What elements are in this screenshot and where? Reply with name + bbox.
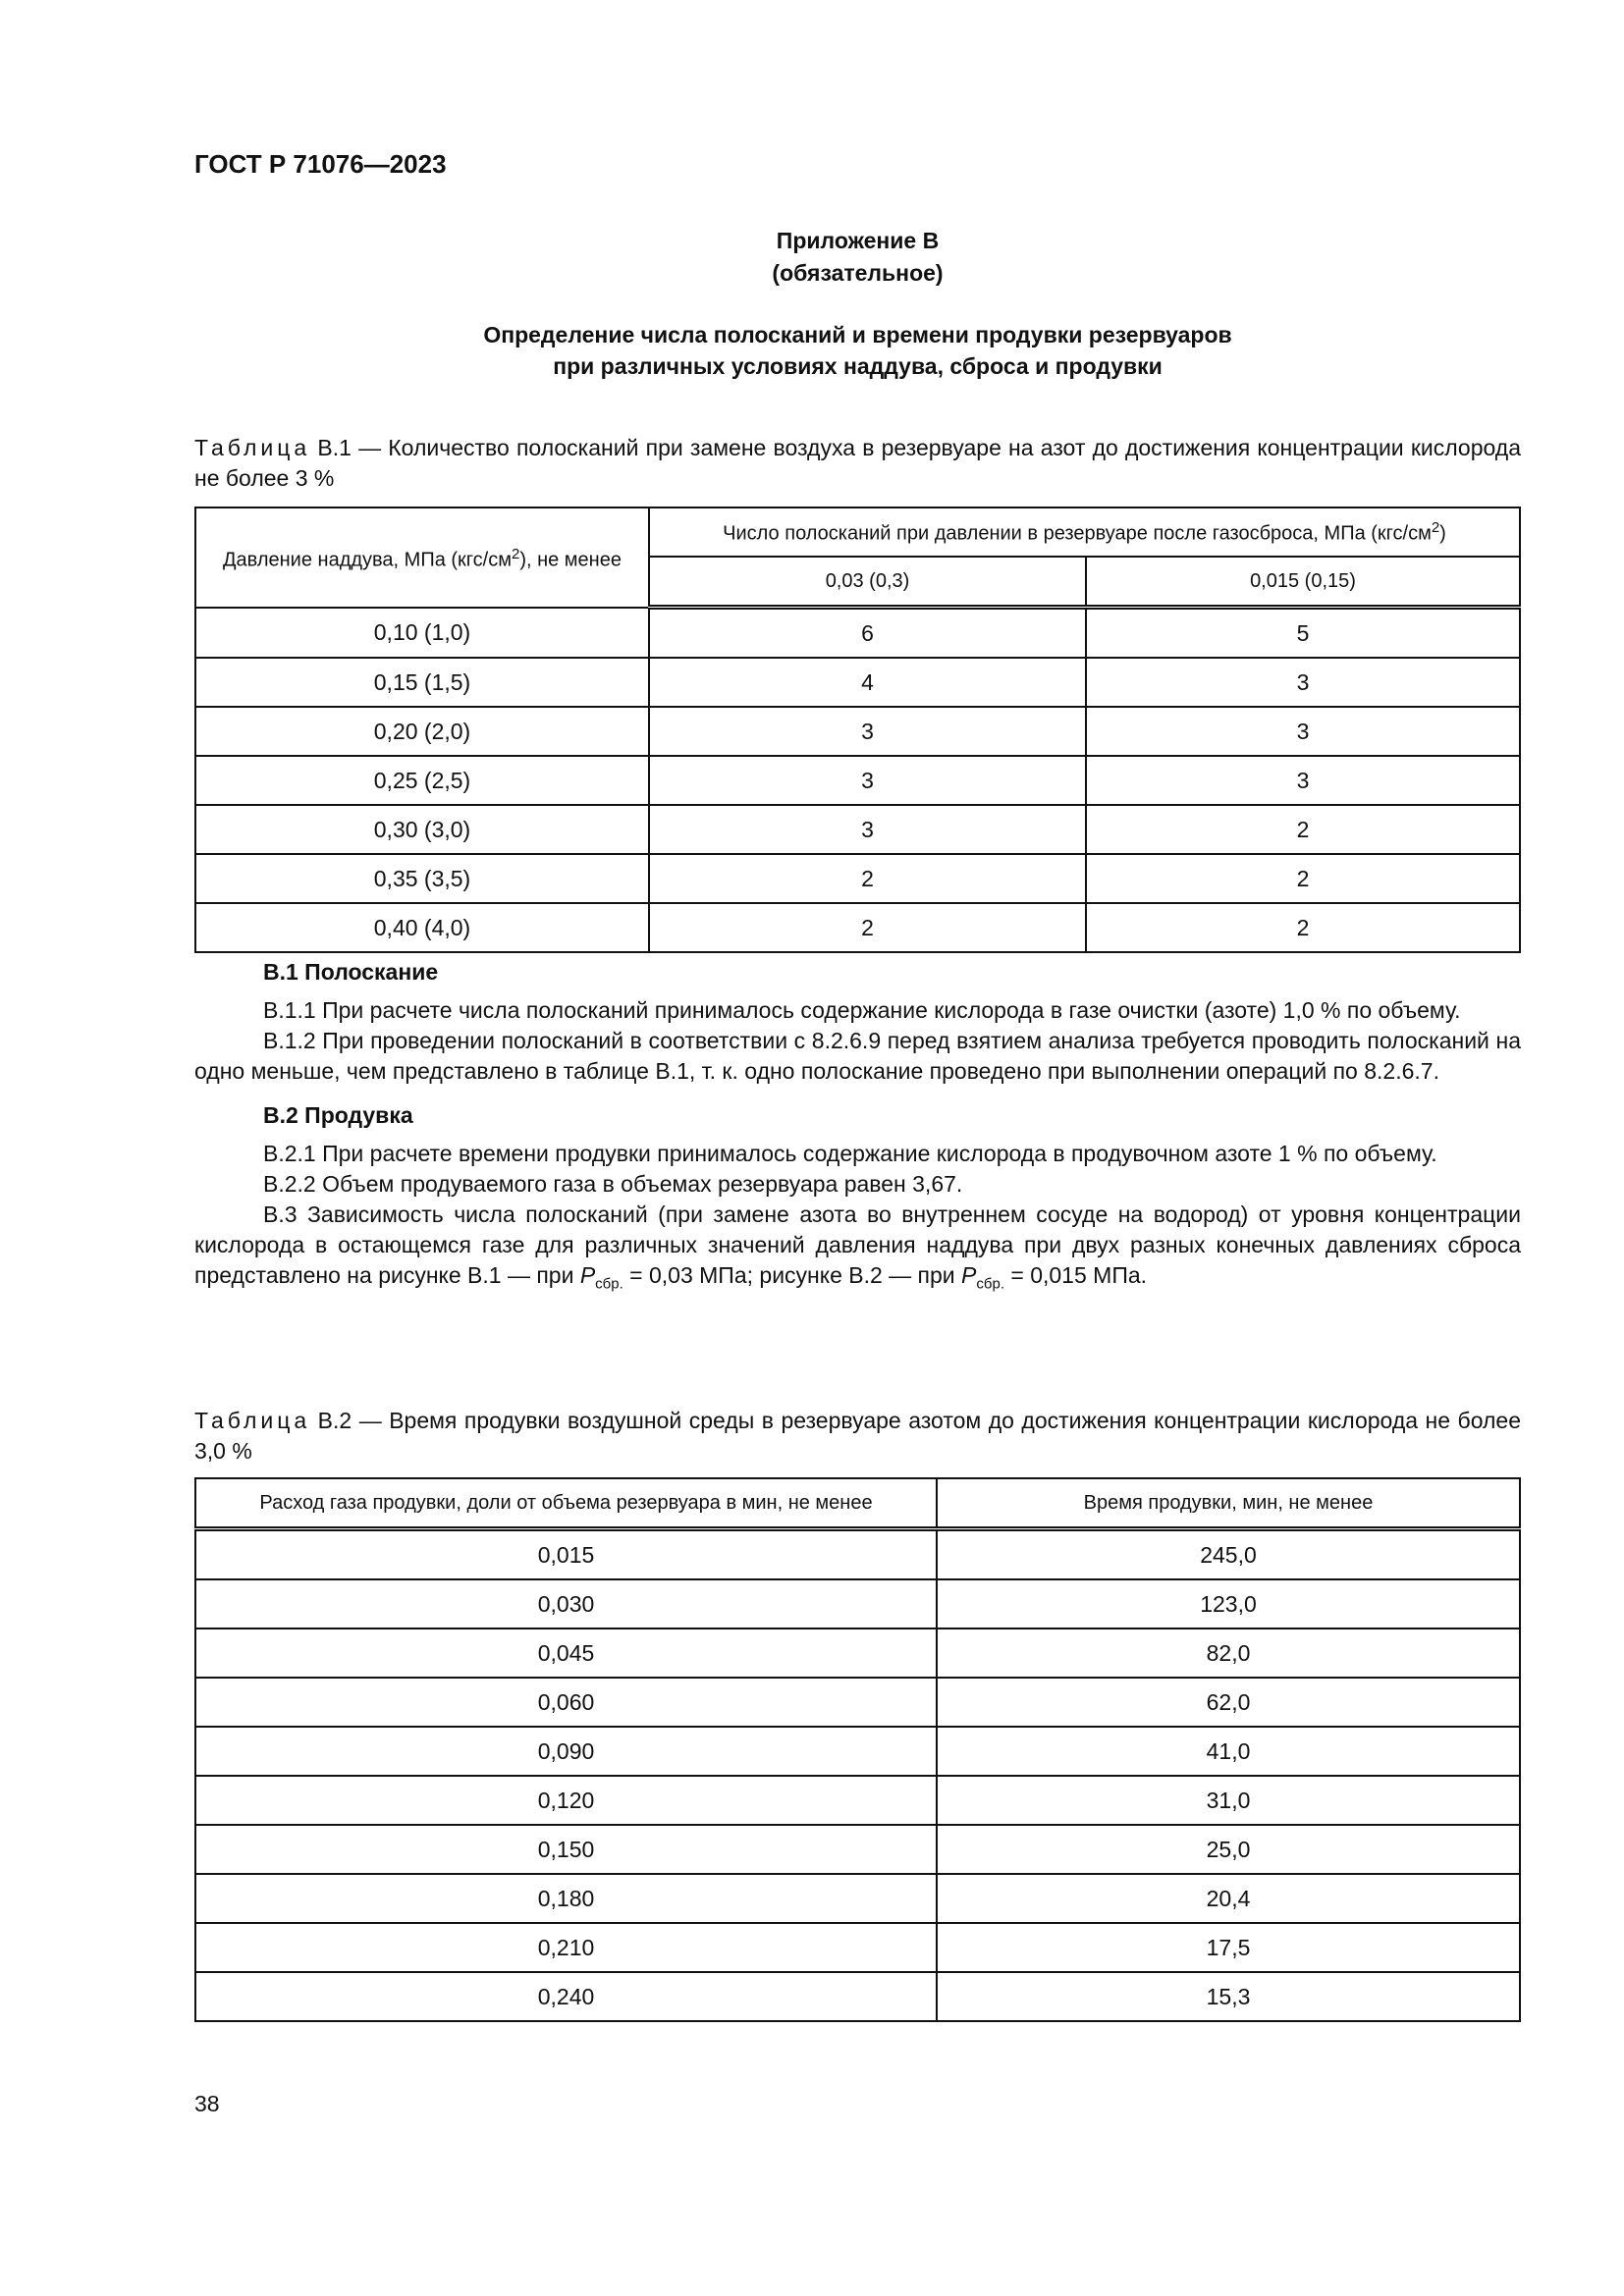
table-cell: 3 xyxy=(1085,706,1521,757)
table-row: 0,30 (3,0) 3 2 xyxy=(194,804,1521,855)
table-row: 0,20 (2,0) 3 3 xyxy=(194,706,1521,757)
table-cell: 3 xyxy=(1085,755,1521,806)
table-cell: 0,30 (3,0) xyxy=(194,804,650,855)
table-cell: 25,0 xyxy=(936,1824,1521,1875)
section-b2-heading: В.2 Продувка xyxy=(263,1102,413,1128)
table-cell: 5 xyxy=(1085,606,1521,659)
table-b1: Давление наддува, МПа (кгс/см2), не мене… xyxy=(194,507,1521,953)
paragraph-b3: В.3 Зависимость числа полосканий (при за… xyxy=(194,1201,1521,1293)
table-row: 0,030 123,0 xyxy=(194,1578,1521,1629)
table-cell: 3 xyxy=(648,804,1087,855)
table-label: Таблица xyxy=(194,435,311,460)
table-row: 0,015 245,0 xyxy=(194,1527,1521,1580)
table-cell: 20,4 xyxy=(936,1873,1521,1924)
group-header: Число полосканий при давлении в резервуа… xyxy=(648,507,1521,558)
col-header-pressure: Давление наддува, МПа (кгс/см2), не мене… xyxy=(194,507,650,609)
table-row: 0,15 (1,5) 4 3 xyxy=(194,657,1521,708)
table-cell: 2 xyxy=(648,902,1087,953)
table-cell: 0,35 (3,5) xyxy=(194,853,650,904)
table-row: 0,045 82,0 xyxy=(194,1628,1521,1679)
table2-caption: Таблица В.2 — Время продувки воздушной с… xyxy=(194,1406,1521,1467)
table-cell: 17,5 xyxy=(936,1922,1521,1973)
table-cell: 123,0 xyxy=(936,1578,1521,1629)
sub-header: 0,015 (0,15) xyxy=(1085,556,1521,610)
table-row: 0,120 31,0 xyxy=(194,1775,1521,1826)
table-cell: 3 xyxy=(1085,657,1521,708)
table-cell: 0,180 xyxy=(194,1873,938,1924)
table-cell: 245,0 xyxy=(936,1527,1521,1580)
table-row: 0,25 (2,5) 3 3 xyxy=(194,755,1521,806)
table-cell: 2 xyxy=(1085,804,1521,855)
table-row: 0,35 (3,5) 2 2 xyxy=(194,853,1521,904)
paragraph-b1-2: В.1.2 При проведении полосканий в соотве… xyxy=(194,1028,1521,1084)
table-cell: 0,045 xyxy=(194,1628,938,1679)
sections: В.1 Полоскание В.1.1 При расчете числа п… xyxy=(194,957,1521,1300)
table-cell: 41,0 xyxy=(936,1726,1521,1777)
appendix-title: Приложение В xyxy=(776,228,940,253)
paragraph-b2-2: В.2.2 Объем продуваемого газа в объемах … xyxy=(263,1171,963,1197)
table-row: 0,10 (1,0) 6 5 xyxy=(194,606,1521,659)
table-cell: 3 xyxy=(648,706,1087,757)
table-cell: 0,25 (2,5) xyxy=(194,755,650,806)
table-row: 0,060 62,0 xyxy=(194,1677,1521,1728)
table1-caption: Таблица В.1 — Количество полосканий при … xyxy=(194,433,1521,494)
table-cell: 0,120 xyxy=(194,1775,938,1826)
table-cell: 82,0 xyxy=(936,1628,1521,1679)
table-cell: 0,090 xyxy=(194,1726,938,1777)
table-row: 0,240 15,3 xyxy=(194,1971,1521,2022)
paragraph-b1-1: В.1.1 При расчете числа полосканий прини… xyxy=(263,997,1461,1023)
table-cell: 0,150 xyxy=(194,1824,938,1875)
caption-text: В.1 — Количество полосканий при замене в… xyxy=(194,435,1521,491)
table-cell: 0,20 (2,0) xyxy=(194,706,650,757)
sub-header: 0,03 (0,3) xyxy=(648,556,1087,610)
section-b1-heading: В.1 Полоскание xyxy=(263,959,439,985)
table-cell: 2 xyxy=(1085,853,1521,904)
appendix-heading-1: Определение числа полосканий и времени п… xyxy=(483,322,1232,347)
table-cell: 62,0 xyxy=(936,1677,1521,1728)
table-row: 0,210 17,5 xyxy=(194,1922,1521,1973)
table-cell: 0,15 (1,5) xyxy=(194,657,650,708)
table-row: 0,180 20,4 xyxy=(194,1873,1521,1924)
caption-text: В.2 — Время продувки воздушной среды в р… xyxy=(194,1408,1521,1464)
table-cell: 0,240 xyxy=(194,1971,938,2022)
table-cell: 2 xyxy=(648,853,1087,904)
standard-number: ГОСТ Р 71076—2023 xyxy=(194,149,447,179)
appendix-status: (обязательное) xyxy=(772,260,944,286)
appendix-heading-2: при различных условиях наддува, сброса и… xyxy=(553,353,1163,379)
table-row: 0,090 41,0 xyxy=(194,1726,1521,1777)
table-cell: 31,0 xyxy=(936,1775,1521,1826)
col-header-time: Время продувки, мин, не менее xyxy=(936,1477,1521,1531)
table-cell: 0,210 xyxy=(194,1922,938,1973)
paragraph-b2-1: В.2.1 При расчете времени продувки прини… xyxy=(263,1141,1437,1166)
table-cell: 3 xyxy=(648,755,1087,806)
table-row: 0,40 (4,0) 2 2 xyxy=(194,902,1521,953)
col-header-flow: Расход газа продувки, доли от объема рез… xyxy=(194,1477,938,1531)
table-cell: 0,030 xyxy=(194,1578,938,1629)
table-cell: 2 xyxy=(1085,902,1521,953)
table-cell: 0,060 xyxy=(194,1677,938,1728)
table-label: Таблица xyxy=(194,1408,311,1433)
table-b2: Расход газа продувки, доли от объема рез… xyxy=(194,1477,1521,2022)
table-row: 0,150 25,0 xyxy=(194,1824,1521,1875)
table-cell: 15,3 xyxy=(936,1971,1521,2022)
table-cell: 6 xyxy=(648,606,1087,659)
table-cell: 0,10 (1,0) xyxy=(194,606,650,659)
page-number: 38 xyxy=(194,2091,220,2116)
table-cell: 0,40 (4,0) xyxy=(194,902,650,953)
table-cell: 0,015 xyxy=(194,1527,938,1580)
table-cell: 4 xyxy=(648,657,1087,708)
